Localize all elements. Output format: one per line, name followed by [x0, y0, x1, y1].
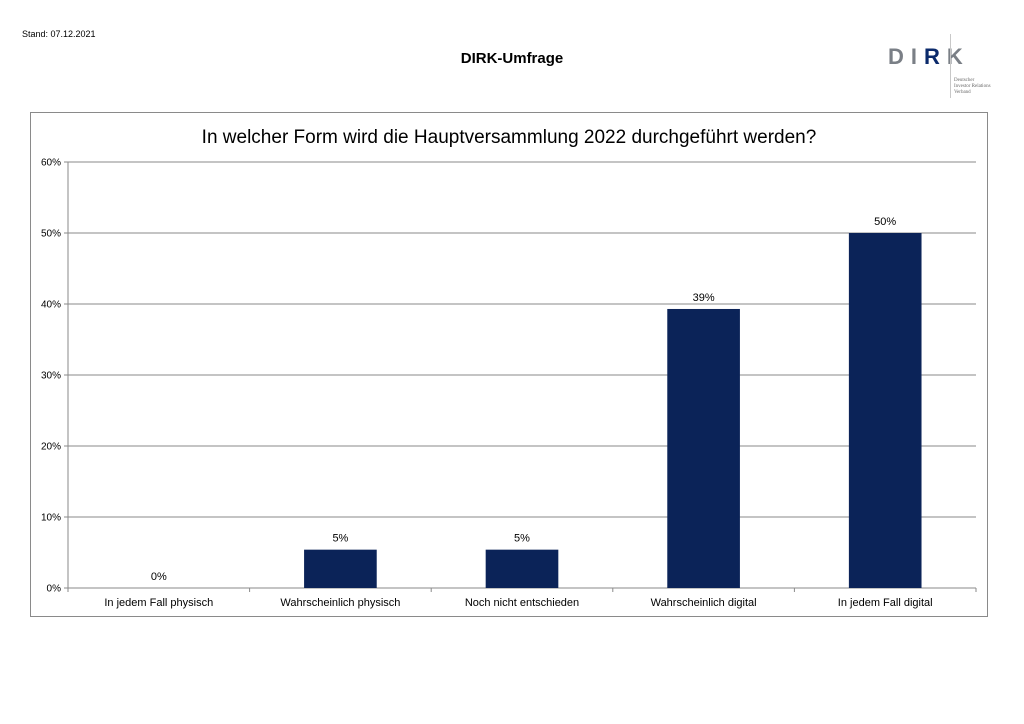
y-tick-label: 20%	[41, 442, 61, 453]
x-tick-label: Wahrscheinlich digital	[651, 597, 757, 609]
x-tick-label: Wahrscheinlich physisch	[280, 597, 400, 609]
y-tick-label: 10%	[41, 513, 61, 524]
y-tick-label: 30%	[41, 371, 61, 382]
dirk-logo: DIRK Deutscher Investor Relations Verban…	[888, 34, 1008, 104]
grid	[64, 161, 977, 592]
bar	[485, 549, 559, 588]
data-label: 5%	[514, 533, 530, 545]
bar	[667, 308, 740, 588]
y-tick-label: 60%	[41, 158, 61, 169]
data-label: 39%	[693, 292, 715, 304]
y-tick-label: 40%	[41, 300, 61, 311]
y-tick-label: 50%	[41, 229, 61, 240]
logo-subtitle: Deutscher Investor Relations Verband	[954, 78, 991, 95]
x-tick-label: Noch nicht entschieden	[465, 597, 579, 609]
bars	[304, 233, 922, 588]
x-tick-label: In jedem Fall digital	[838, 597, 933, 609]
y-tick-label: 0%	[47, 584, 62, 595]
page-title: DIRK-Umfrage	[460, 50, 564, 67]
x-tick-label: In jedem Fall physisch	[104, 597, 213, 609]
bar	[304, 549, 377, 588]
stand-date: Stand: 07.12.2021	[22, 29, 96, 39]
data-label: 0%	[151, 571, 167, 583]
logo-divider	[950, 34, 951, 98]
bar	[848, 233, 922, 588]
chart-frame	[30, 112, 988, 617]
chart-title: In welcher Form wird die Hauptversammlun…	[202, 127, 817, 148]
data-label: 5%	[332, 533, 348, 545]
labels: 0% 10% 20% 30% 40% 50% 60% 0% In jedem Fall phys…	[41, 158, 933, 610]
data-label: 50%	[874, 216, 896, 228]
